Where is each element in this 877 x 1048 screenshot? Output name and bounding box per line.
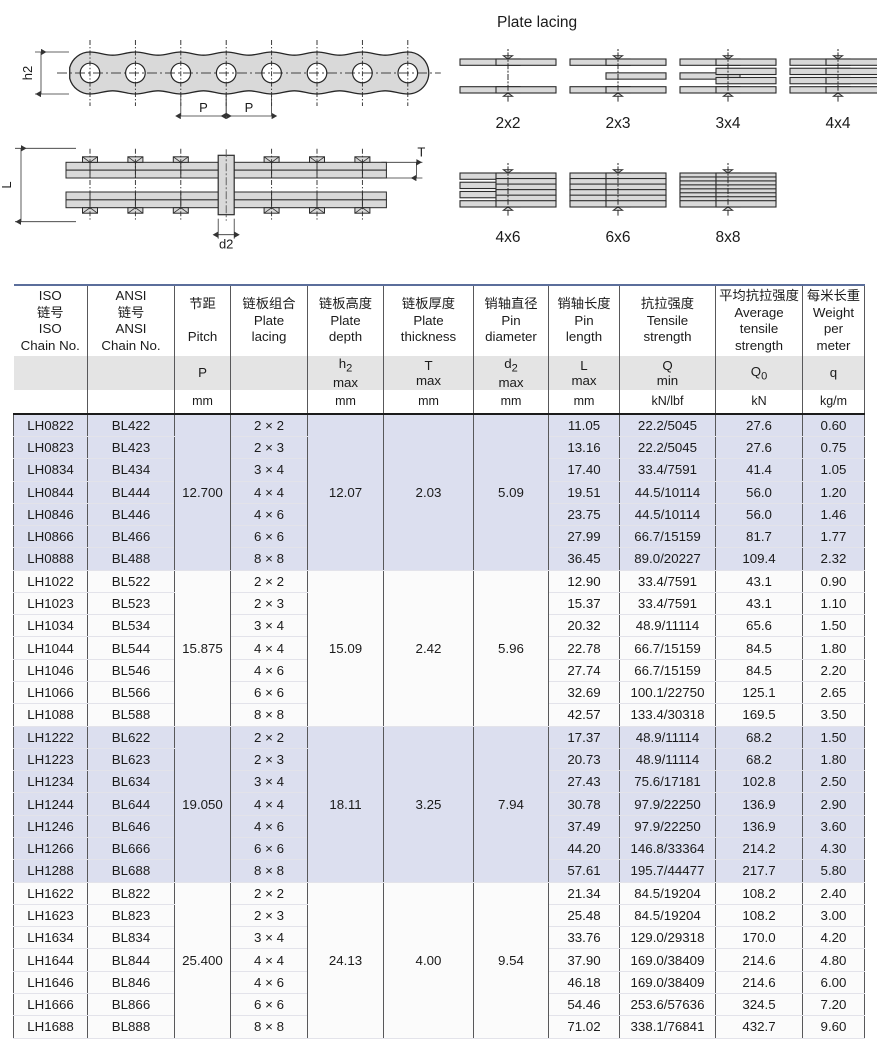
- svg-text:T: T: [417, 144, 425, 159]
- svg-text:6x6: 6x6: [606, 229, 631, 246]
- svg-text:L: L: [0, 181, 14, 188]
- svg-text:4x6: 4x6: [496, 229, 521, 246]
- svg-text:2x2: 2x2: [496, 115, 521, 132]
- svg-text:3x4: 3x4: [716, 115, 741, 132]
- svg-text:4x4: 4x4: [826, 115, 851, 132]
- svg-text:8x8: 8x8: [716, 229, 741, 246]
- svg-text:2x3: 2x3: [606, 115, 631, 132]
- svg-text:d2: d2: [219, 237, 233, 250]
